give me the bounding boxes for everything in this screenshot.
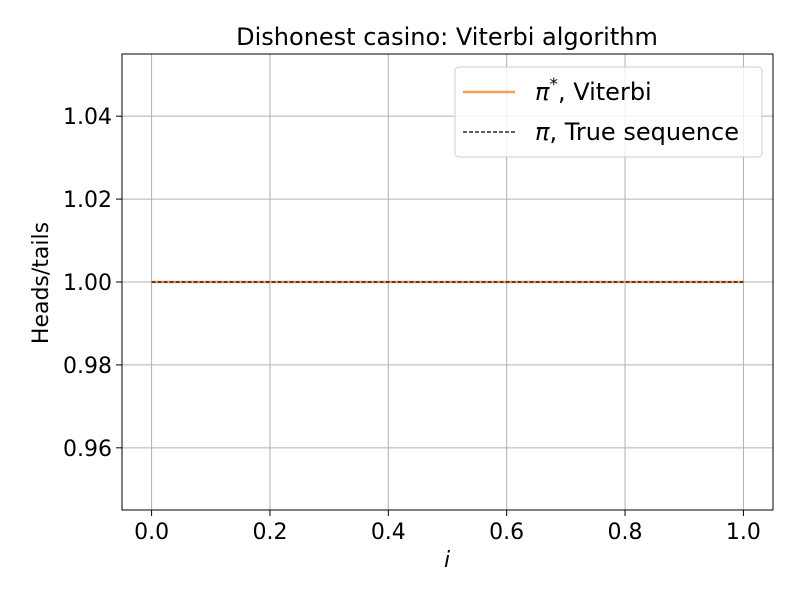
y-tick-label: 0.98 [63,354,112,379]
legend-label: π*, Viterbi [535,75,652,106]
y-tick-label: 0.96 [63,437,112,462]
x-tick-label: 0.6 [489,520,524,545]
legend-box [454,66,763,158]
y-tick-label: 1.04 [63,105,112,130]
legend-label: π, True sequence [535,118,739,146]
x-axis-label: i [444,548,450,573]
chart-title: Dishonest casino: Viterbi algorithm [236,23,658,51]
y-axis-label: Heads/tails [29,222,54,344]
x-tick-label: 0.8 [608,520,643,545]
legend: π*, Viterbi π, True sequence [454,66,763,158]
x-tick-label: 0.2 [252,520,287,545]
y-tick-label: 1.02 [63,188,112,213]
x-tick-label: 1.0 [726,520,761,545]
y-tick-label: 1.00 [63,271,112,296]
x-tick-label: 0.0 [134,520,169,545]
x-tick-label: 0.4 [371,520,406,545]
ticks: 0.0 0.2 0.4 0.6 0.8 1.0 0.96 0.98 1.00 1.02 1.04 [63,105,761,545]
